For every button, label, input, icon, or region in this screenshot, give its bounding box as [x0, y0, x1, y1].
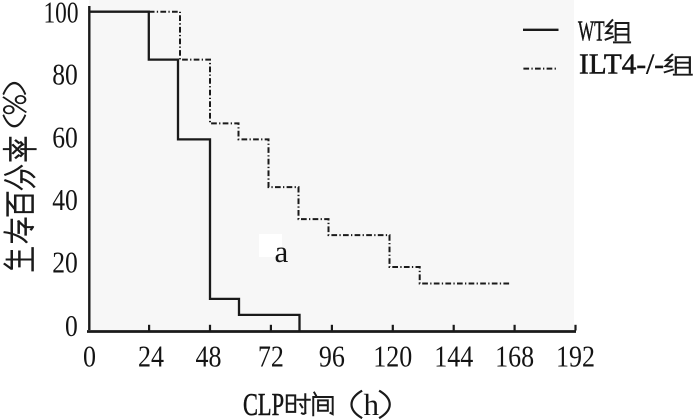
svg-text:100: 100: [44, 0, 79, 30]
svg-text:20: 20: [52, 245, 78, 280]
svg-text:h: h: [364, 387, 380, 420]
svg-text:60: 60: [52, 120, 78, 155]
svg-text:192: 192: [556, 339, 595, 374]
svg-text:0: 0: [65, 308, 78, 343]
svg-text:40: 40: [52, 182, 78, 217]
svg-text:CLP: CLP: [243, 386, 284, 420]
svg-text:a: a: [275, 234, 289, 269]
svg-text:ILT4-/-: ILT4-/-: [579, 49, 664, 81]
svg-text:120: 120: [373, 339, 412, 374]
svg-text:48: 48: [196, 339, 222, 374]
svg-text:72: 72: [258, 339, 284, 374]
svg-text:144: 144: [434, 339, 473, 374]
svg-text:168: 168: [495, 339, 534, 374]
svg-text:24: 24: [138, 339, 164, 374]
svg-text:80: 80: [52, 56, 78, 91]
svg-text:WT: WT: [578, 16, 605, 48]
svg-text:0: 0: [83, 339, 96, 374]
svg-text:96: 96: [319, 339, 345, 374]
